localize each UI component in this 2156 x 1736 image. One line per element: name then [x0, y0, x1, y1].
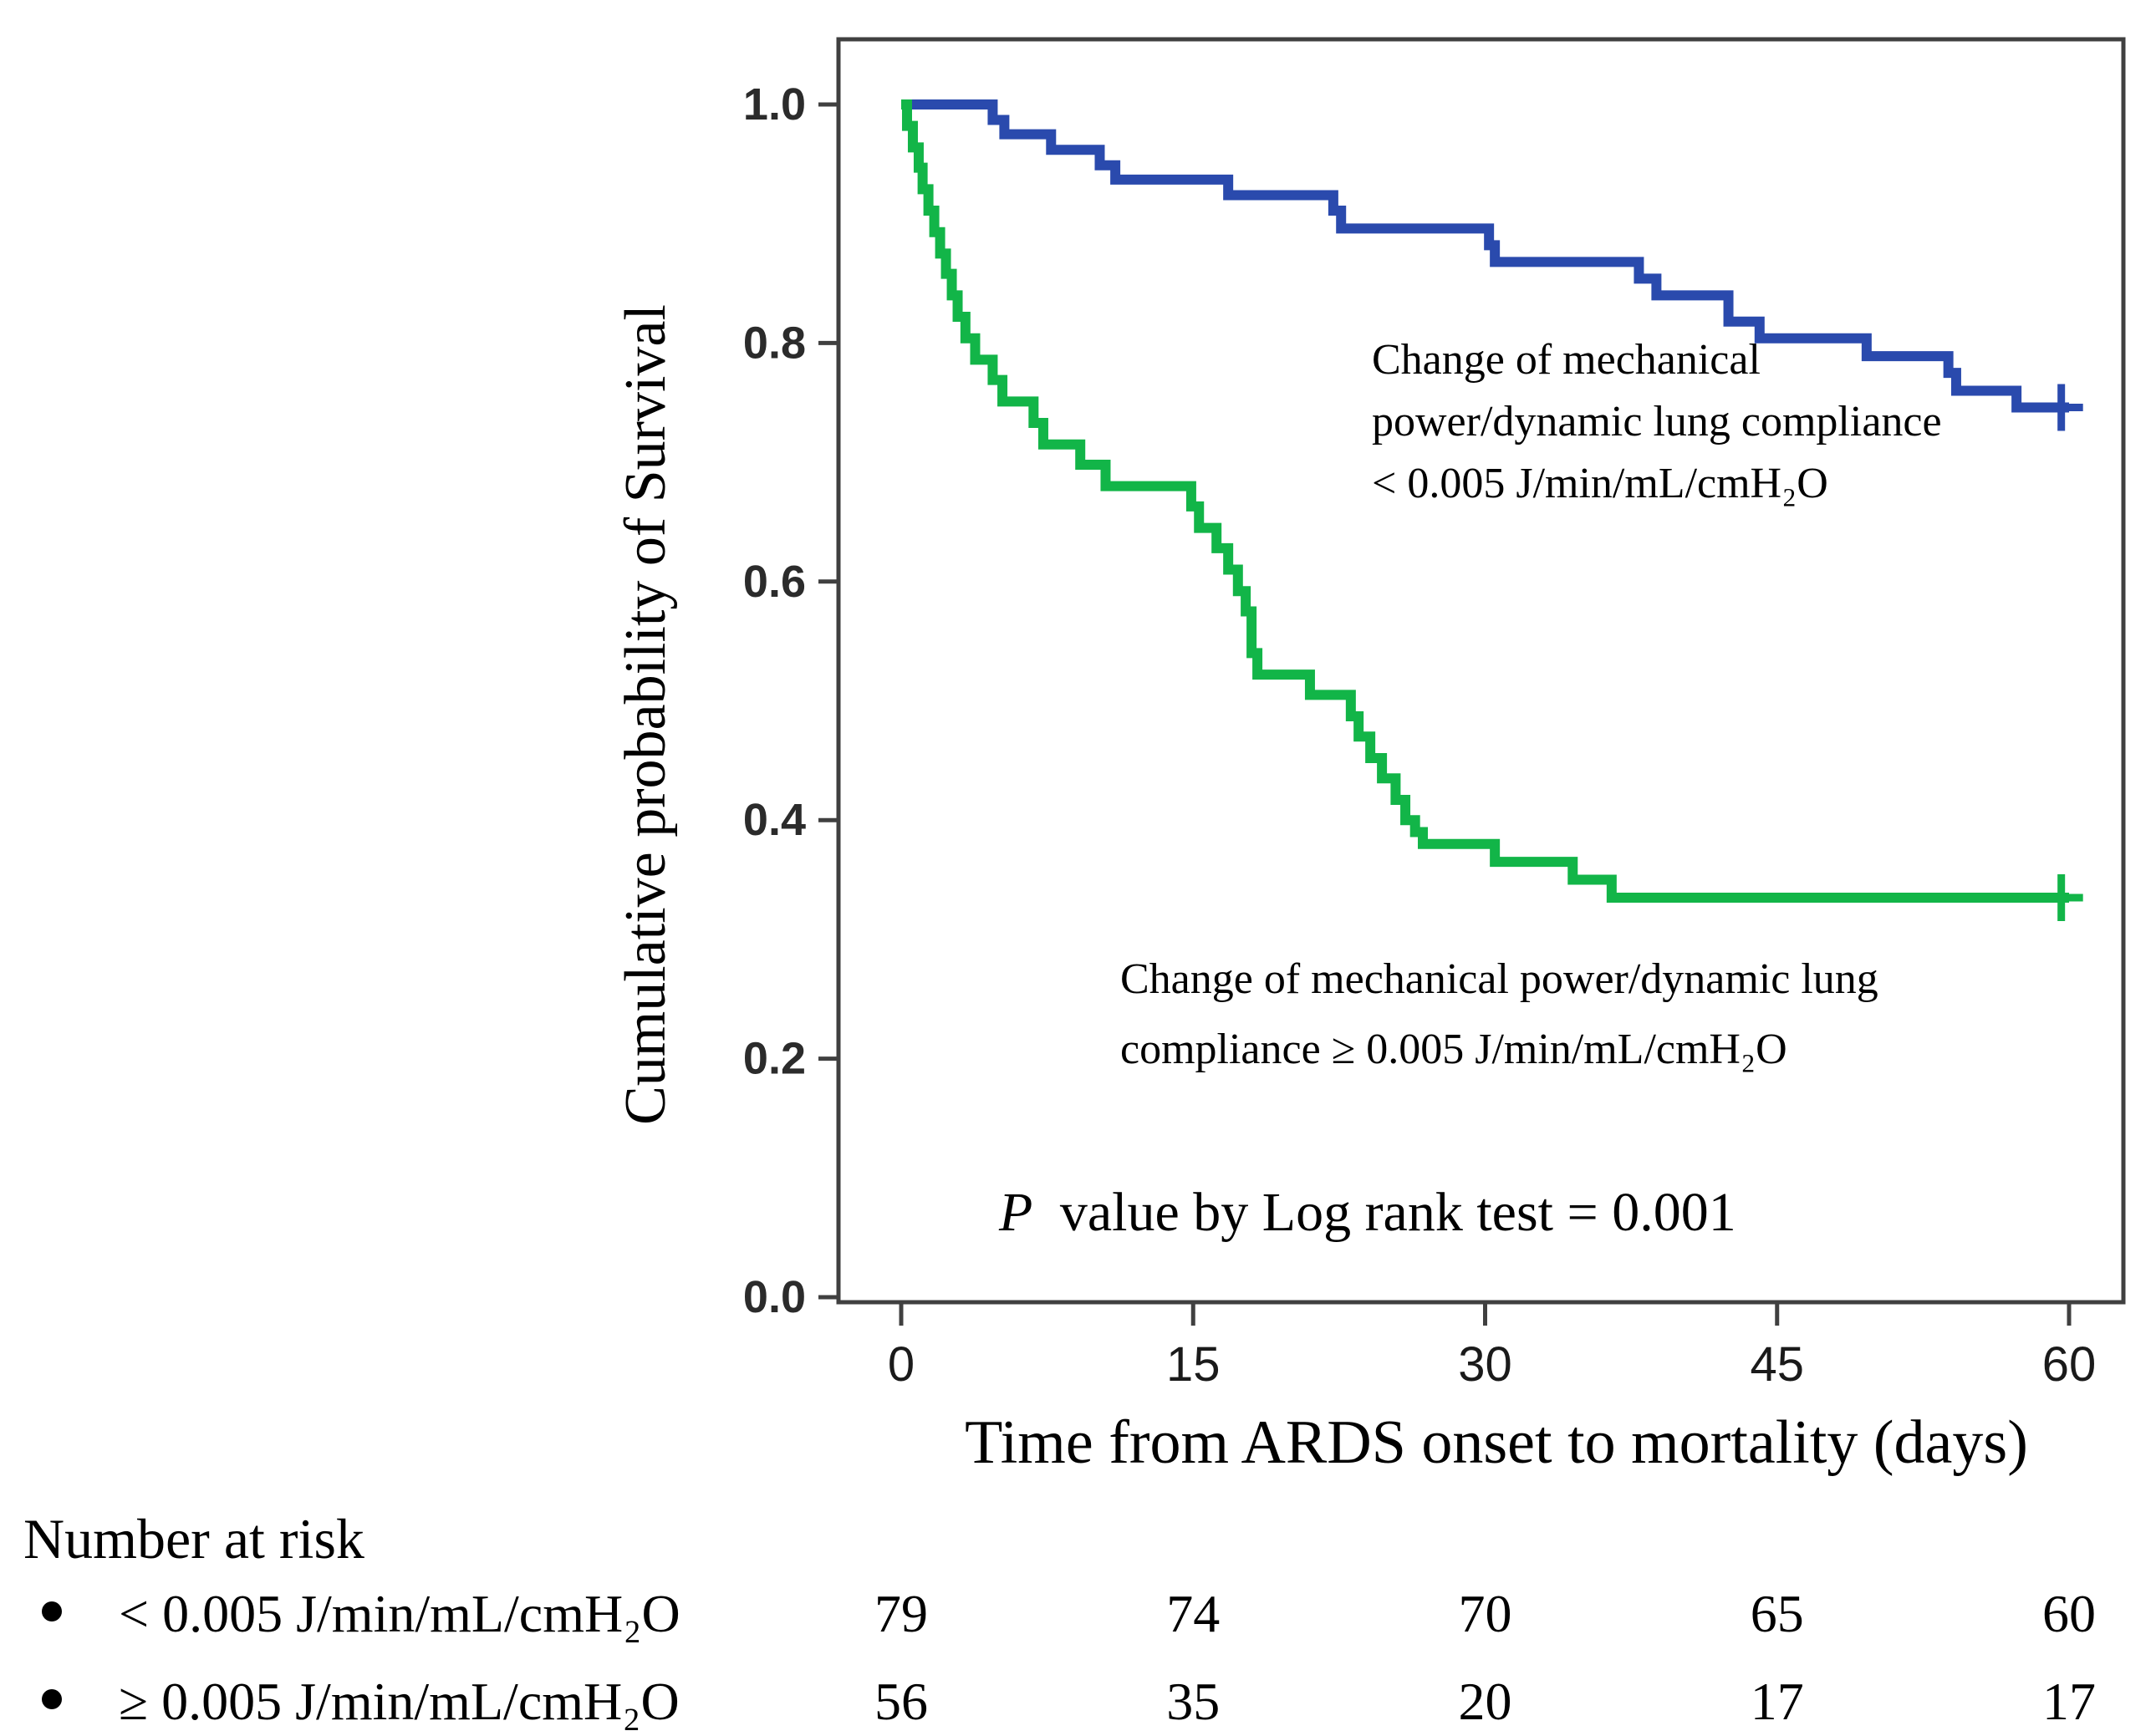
- p-value-label: P value by Log rank test = 0.001: [998, 1182, 1736, 1243]
- plot-frame: [836, 37, 2126, 1305]
- x-tick-label: 15: [1166, 1337, 1221, 1392]
- y-tick-label: 1.0: [743, 79, 806, 130]
- risk-row-bullet: [42, 1601, 62, 1621]
- p-value-italic-p: P: [998, 1182, 1032, 1243]
- risk-count: 65: [1751, 1584, 1804, 1643]
- annotation-high-line2: compliance ≥ 0.005 J/min/mL/cmH₂O: [1120, 1026, 1787, 1073]
- risk-count: 20: [1459, 1672, 1512, 1731]
- annotation-high-line1: Change of mechanical power/dynamic lung: [1120, 955, 1878, 1003]
- x-tick-label: 0: [888, 1337, 915, 1392]
- y-axis-title: Cumulative probability of Survival: [614, 304, 678, 1125]
- annotation-low-line1: Change of mechanical: [1372, 336, 1761, 384]
- y-tick-label: 0.8: [743, 318, 806, 368]
- x-tick-label: 60: [2042, 1337, 2097, 1392]
- risk-count: 17: [1751, 1672, 1804, 1731]
- risk-row-bullet: [42, 1689, 62, 1709]
- annotation-low-line3: < 0.005 J/min/mL/cmH₂O: [1372, 460, 1828, 507]
- annotation-high-group: Change of mechanical power/dynamic lung …: [1120, 955, 1878, 1073]
- risk-row-label: < 0.005 J/min/mL/cmH₂O: [119, 1584, 680, 1643]
- y-tick-label: 0.6: [743, 557, 806, 607]
- risk-count: 17: [2042, 1672, 2096, 1731]
- x-tick-label: 30: [1458, 1337, 1512, 1392]
- survival-curves: [901, 99, 2083, 921]
- y-tick-label: 0.0: [743, 1272, 806, 1322]
- risk-count: 74: [1166, 1584, 1220, 1643]
- annotation-low-group: Change of mechanical power/dynamic lung …: [1372, 336, 1942, 507]
- number-at-risk-heading: Number at risk: [23, 1507, 364, 1571]
- x-tick-label: 45: [1750, 1337, 1804, 1392]
- risk-count: 35: [1166, 1672, 1220, 1731]
- y-tick-label: 0.2: [743, 1034, 806, 1084]
- risk-count: 56: [874, 1672, 928, 1731]
- annotation-low-line2: power/dynamic lung compliance: [1372, 398, 1942, 445]
- number-at-risk-table: < 0.005 J/min/mL/cmH₂O 79 74 70 65 60 ≥ 0.005 …: [42, 1584, 2096, 1731]
- risk-count: 60: [2042, 1584, 2096, 1643]
- y-axis-ticks: 1.0 0.8 0.6 0.4 0.2 0.0: [743, 79, 838, 1322]
- risk-row-label: ≥ 0.005 J/min/mL/cmH₂O: [119, 1672, 680, 1731]
- risk-count: 70: [1459, 1584, 1512, 1643]
- x-axis-title: Time from ARDS onset to mortality (days): [965, 1408, 2028, 1477]
- low-group-curve: [901, 99, 2069, 413]
- risk-count: 79: [874, 1584, 928, 1643]
- p-value-text: value by Log rank test = 0.001: [1060, 1182, 1736, 1243]
- x-axis-ticks: 0 15 30 45 60: [888, 1302, 2096, 1392]
- y-tick-label: 0.4: [743, 795, 806, 845]
- high-group-censor-mark: [2039, 873, 2083, 921]
- low-group-censor-mark: [2039, 384, 2083, 431]
- high-group-curve: [901, 99, 2069, 903]
